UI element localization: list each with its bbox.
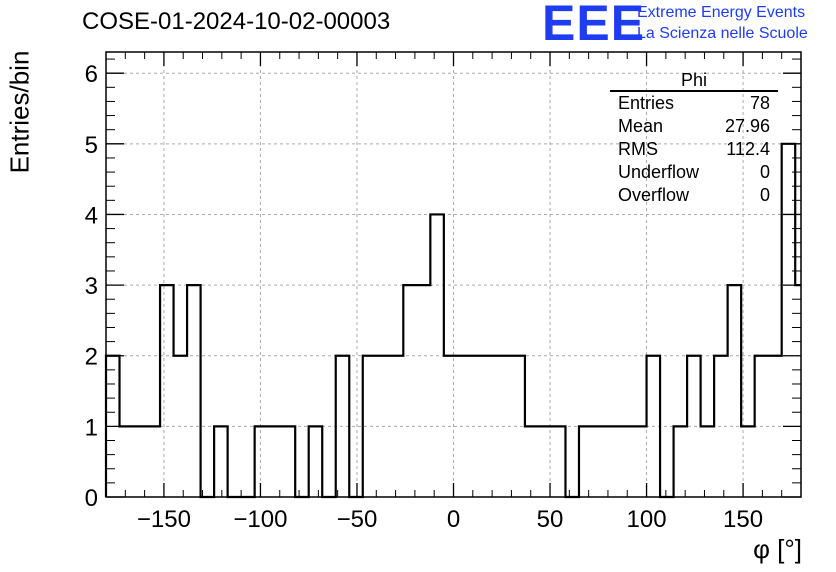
x-axis-label: φ [°] bbox=[753, 534, 802, 564]
stats-title: Phi bbox=[610, 70, 778, 92]
stats-label: Mean bbox=[618, 116, 664, 136]
x-tick-label: −100 bbox=[233, 506, 287, 533]
stats-row-entries: Entries 78 bbox=[610, 92, 778, 115]
y-axis-label: Entries/bin bbox=[4, 50, 35, 174]
stats-label: Underflow bbox=[618, 162, 700, 182]
stats-row-overflow: Overflow 0 bbox=[610, 184, 778, 207]
y-tick-label: 4 bbox=[85, 202, 98, 229]
stats-value: 78 bbox=[749, 93, 770, 113]
stats-row-underflow: Underflow 0 bbox=[610, 161, 778, 184]
stats-label: Overflow bbox=[618, 185, 690, 205]
y-tick-label: 6 bbox=[85, 61, 98, 88]
stats-value: 27.96 bbox=[724, 116, 770, 136]
logo-line-2: La Scienza nelle Scuole bbox=[637, 25, 808, 42]
stats-label: Entries bbox=[618, 93, 675, 113]
stats-value: 0 bbox=[759, 162, 770, 182]
stats-label: RMS bbox=[618, 139, 658, 159]
stats-value: 0 bbox=[759, 185, 770, 205]
stats-value: 112.4 bbox=[726, 139, 770, 159]
y-tick-label: 3 bbox=[85, 273, 98, 300]
y-tick-label: 5 bbox=[85, 132, 98, 159]
stats-box: Phi Entries 78 Mean 27.96 RMS 112.4 Unde… bbox=[610, 70, 778, 207]
x-tick-label: 150 bbox=[723, 506, 763, 533]
x-tick-label: −150 bbox=[137, 506, 191, 533]
stats-row-mean: Mean 27.96 bbox=[610, 115, 778, 138]
x-tick-label: 0 bbox=[447, 506, 460, 533]
eee-logo: EEE bbox=[542, 0, 646, 51]
logo-line-1: Extreme Energy Events bbox=[637, 4, 806, 21]
x-tick-label: 50 bbox=[537, 506, 564, 533]
run-title: COSE-01-2024-10-02-00003 bbox=[82, 8, 391, 35]
y-tick-label: 1 bbox=[85, 414, 98, 441]
y-tick-label: 0 bbox=[85, 485, 98, 512]
stats-row-rms: RMS 112.4 bbox=[610, 138, 778, 161]
y-tick-label: 2 bbox=[85, 344, 98, 371]
x-tick-label: 100 bbox=[627, 506, 667, 533]
x-tick-label: −50 bbox=[337, 506, 378, 533]
